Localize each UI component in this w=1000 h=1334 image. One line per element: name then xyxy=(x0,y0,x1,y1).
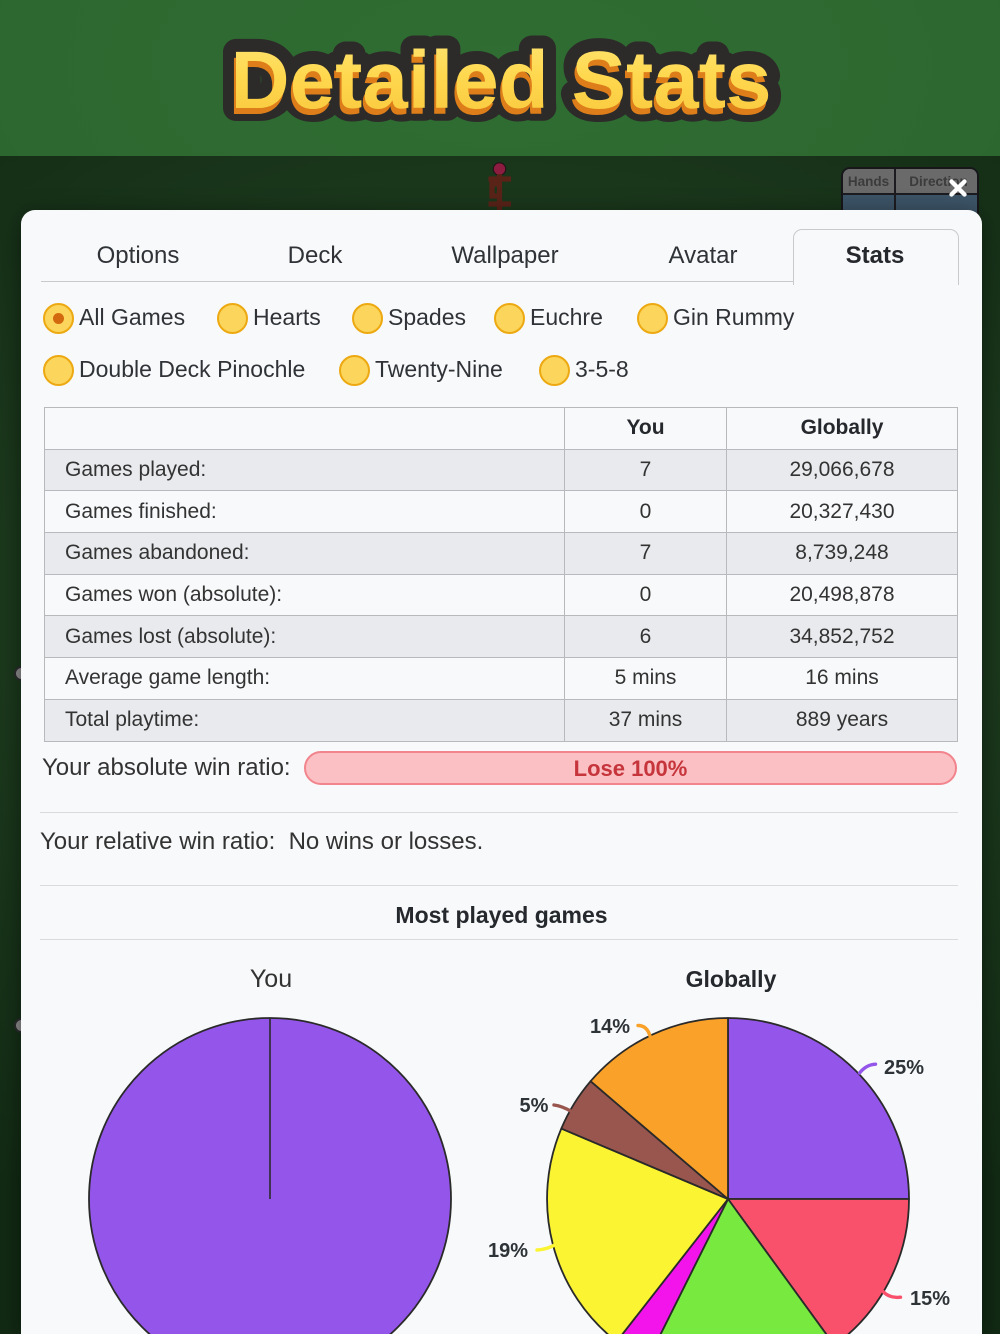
svg-text:Detailed Stats: Detailed Stats xyxy=(231,35,772,126)
svg-text:Detailed Stats: Detailed Stats xyxy=(229,41,770,132)
svg-text:14%: 14% xyxy=(590,1016,630,1038)
svg-text:15%: 15% xyxy=(910,1288,950,1310)
svg-text:19%: 19% xyxy=(488,1240,528,1262)
svg-text:Detailed Stats: Detailed Stats xyxy=(231,35,772,126)
svg-text:25%: 25% xyxy=(884,1057,924,1079)
svg-text:5%: 5% xyxy=(520,1095,549,1117)
